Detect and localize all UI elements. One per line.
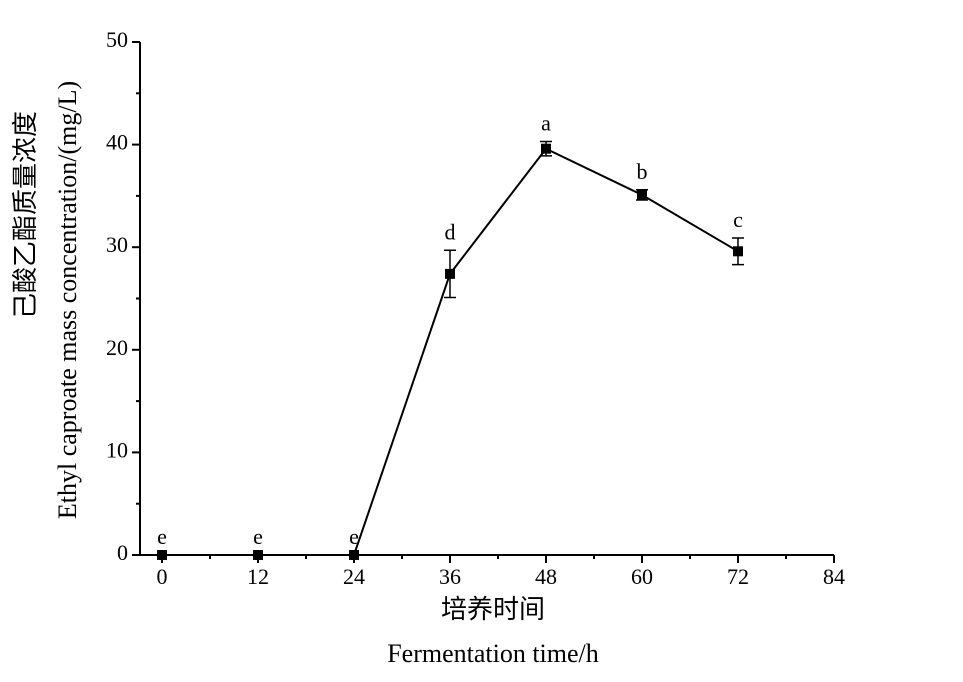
annotation: d [445, 219, 456, 244]
y-tick-label: 50 [106, 27, 128, 52]
x-tick-label: 24 [343, 564, 365, 589]
x-tick-label: 84 [823, 564, 845, 589]
marker [445, 268, 455, 279]
x-axis-label: 培养时间 [441, 595, 545, 624]
marker [157, 550, 167, 560]
y-tick-label: 30 [106, 232, 128, 257]
annotation: c [733, 207, 743, 232]
annotation: a [541, 111, 551, 136]
y-tick-label: 10 [106, 437, 128, 462]
x-tick-label: 12 [247, 564, 269, 589]
y-axis-label: Ethyl caproate mass concentration/(mg/L) [53, 81, 82, 519]
marker [733, 246, 743, 257]
y-tick-label: 20 [106, 335, 128, 360]
x-tick-label: 36 [439, 564, 461, 589]
annotation: b [637, 159, 648, 184]
annotation: e [157, 524, 167, 549]
annotation: e [253, 524, 263, 549]
x-tick-label: 60 [631, 564, 653, 589]
x-tick-label: 72 [727, 564, 749, 589]
annotation: e [349, 524, 359, 549]
y-tick-label: 40 [106, 130, 128, 155]
y-axis-label: 己酸乙酯质量浓度 [11, 111, 40, 319]
line [162, 147, 739, 556]
marker [349, 550, 359, 560]
x-tick-label: 48 [535, 564, 557, 589]
marker [253, 550, 263, 560]
x-tick-label: 0 [157, 564, 168, 589]
y-tick-label: 0 [117, 540, 128, 565]
x-axis-label: Fermentation time/h [387, 639, 599, 668]
marker [637, 189, 647, 200]
marker [541, 143, 551, 154]
